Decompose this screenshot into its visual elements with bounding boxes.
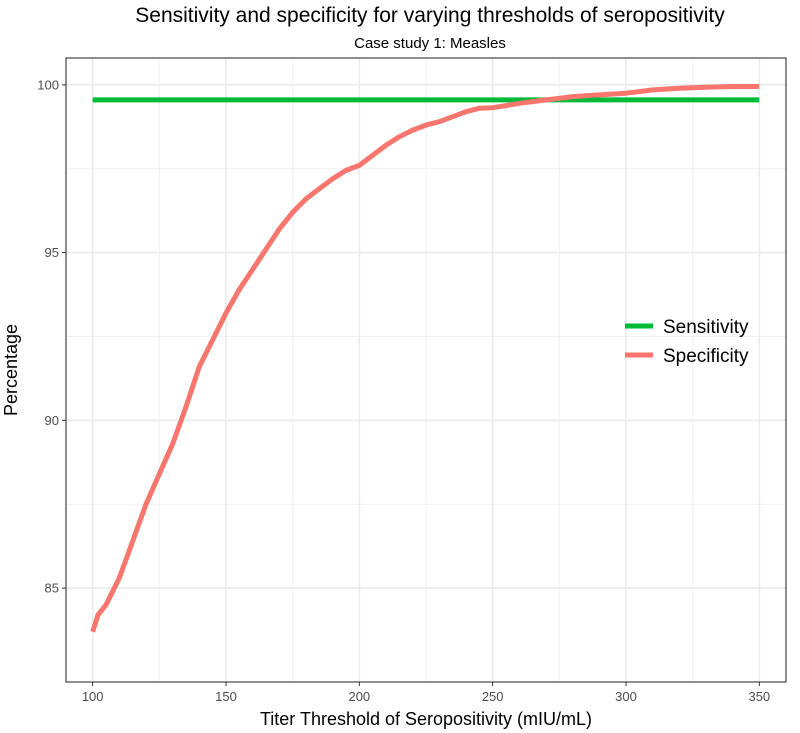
plot-border (65, 57, 787, 683)
chart-title: Sensitivity and specificity for varying … (135, 4, 725, 27)
y-tick-label: 100 (37, 77, 59, 92)
x-tick-label: 200 (348, 689, 370, 704)
series-line-specificity (90, 84, 760, 633)
x-tick-label: 250 (482, 689, 504, 704)
y-tick-label: 85 (45, 581, 59, 596)
grid-major (66, 58, 786, 682)
legend: Sensitivity Specificity (625, 317, 749, 367)
x-axis-title: Titer Threshold of Seropositivity (mIU/m… (260, 709, 592, 729)
y-tick-label: 95 (45, 245, 59, 260)
x-tick-label: 100 (82, 689, 104, 704)
y-axis-ticks: 85 90 95 100 (37, 77, 66, 596)
x-tick-label: 350 (748, 689, 770, 704)
x-tick-label: 300 (615, 689, 637, 704)
y-axis-title: Percentage (1, 324, 21, 416)
legend-label-sensitivity: Sensitivity (663, 317, 749, 338)
grid-minor (66, 58, 786, 682)
x-tick-label: 150 (215, 689, 237, 704)
x-axis-ticks: 100 150 200 250 300 350 (82, 682, 770, 704)
series-layer (90, 84, 760, 633)
chart-subtitle: Case study 1: Measles (354, 35, 506, 52)
y-tick-label: 90 (45, 413, 59, 428)
legend-label-specificity: Specificity (663, 346, 749, 367)
